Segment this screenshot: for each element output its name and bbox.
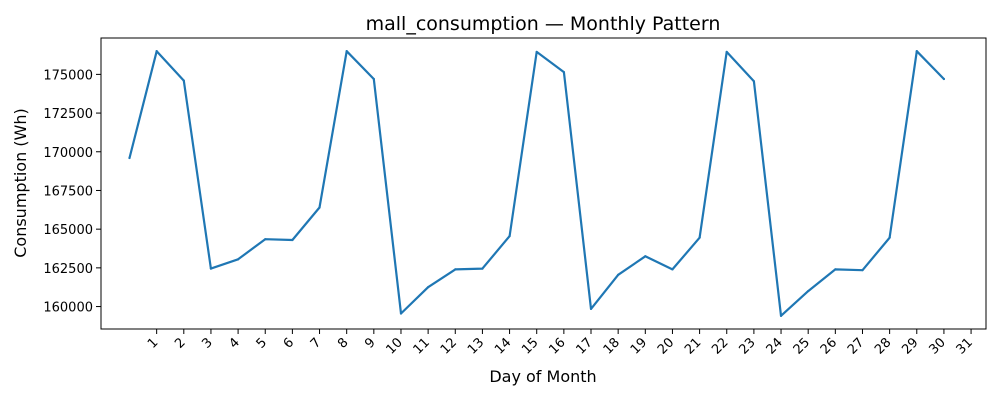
data-point (834, 268, 837, 271)
data-point (291, 238, 294, 242)
data-point (725, 50, 728, 54)
x-axis: 1 2 3 4 5 6 7 8 9 10 11 12 13 14 15 16 17 18 19 20 21 22 23 24 2… (145, 329, 976, 358)
x-tick-label: 26 (818, 335, 840, 357)
y-tick-label: 175000 (43, 68, 93, 83)
data-point (915, 50, 918, 53)
data-point (209, 267, 213, 270)
y-tick-label: 160000 (43, 301, 93, 316)
data-point (752, 80, 755, 83)
data-point (372, 77, 375, 81)
x-tick-label: 11 (411, 335, 433, 357)
chart-title: mall_consumption — Monthly Pattern (366, 13, 721, 35)
series-line (128, 50, 946, 317)
x-tick-label: 8 (335, 335, 351, 351)
x-tick-label: 29 (899, 335, 921, 357)
data-point (535, 50, 538, 54)
x-tick-label: 7 (308, 335, 324, 351)
y-tick-label: 172500 (43, 107, 93, 122)
data-point (318, 206, 321, 209)
data-point (861, 269, 864, 272)
x-tick-label: 25 (791, 335, 813, 357)
x-tick-label: 30 (926, 335, 948, 357)
x-tick-label: 24 (764, 335, 786, 357)
data-point (888, 236, 891, 239)
x-axis-label: Day of Month (489, 367, 596, 386)
x-tick-label: 1 (145, 335, 161, 351)
x-tick-label: 15 (519, 335, 541, 357)
y-tick-label: 162500 (43, 262, 93, 277)
data-point (399, 312, 403, 315)
data-point (617, 273, 620, 276)
x-tick-label: 5 (254, 335, 270, 351)
data-point (236, 258, 240, 261)
x-tick-label: 20 (655, 335, 677, 357)
x-tick-label: 12 (438, 335, 460, 357)
series-points (128, 50, 946, 317)
x-tick-label: 14 (492, 335, 514, 357)
data-point (698, 236, 701, 239)
x-tick-label: 9 (362, 335, 378, 351)
x-tick-label: 2 (172, 335, 188, 351)
x-tick-label: 6 (281, 335, 297, 351)
data-point (427, 286, 430, 289)
x-tick-label: 4 (226, 335, 242, 351)
data-point (481, 267, 484, 270)
x-tick-label: 3 (199, 335, 215, 351)
x-tick-label: 28 (872, 335, 894, 357)
x-tick-label: 17 (574, 335, 596, 357)
data-point (182, 79, 185, 82)
plot-frame (100, 37, 987, 330)
data-point (671, 268, 674, 271)
data-point (264, 238, 267, 241)
x-tick-label: 22 (709, 335, 731, 357)
x-tick-label: 19 (628, 335, 650, 357)
data-point (942, 77, 946, 81)
data-point (589, 307, 593, 310)
x-tick-label: 18 (601, 335, 623, 357)
y-tick-label: 167500 (43, 184, 93, 199)
data-point (345, 50, 348, 53)
y-axis: 160000 162500 165000 167500 170000 172500 1750… (43, 68, 101, 316)
x-tick-label: 10 (383, 335, 405, 357)
x-tick-label: 21 (682, 335, 704, 357)
data-point (155, 50, 158, 53)
data-point (644, 255, 647, 258)
x-tick-label: 13 (465, 335, 487, 357)
data-point (128, 156, 131, 160)
y-axis-label: Consumption (Wh) (11, 108, 30, 258)
data-point (508, 235, 511, 238)
x-tick-label: 27 (845, 335, 867, 357)
x-tick-label: 16 (546, 335, 568, 357)
y-tick-label: 170000 (43, 146, 93, 161)
data-point (562, 70, 565, 74)
data-point (454, 268, 457, 271)
data-point (807, 289, 810, 293)
x-tick-label: 23 (736, 335, 758, 357)
x-tick-label: 31 (954, 335, 976, 357)
y-tick-label: 165000 (43, 223, 93, 238)
data-point (779, 314, 783, 317)
